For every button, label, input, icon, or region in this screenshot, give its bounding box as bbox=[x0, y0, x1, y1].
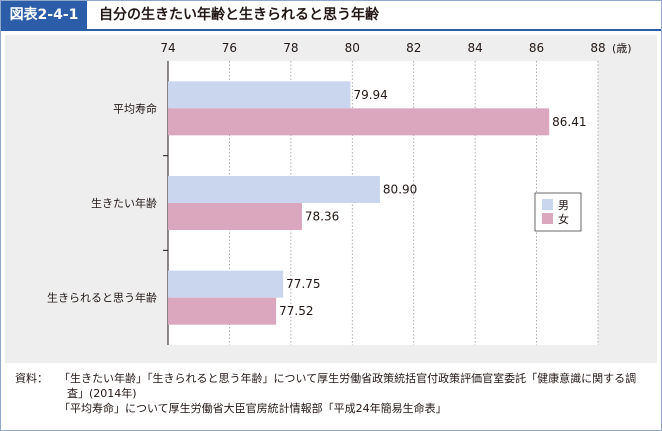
bar-female-2 bbox=[168, 297, 277, 325]
x-tick-label-82: 82 bbox=[406, 41, 421, 55]
legend-swatch-male bbox=[542, 199, 553, 210]
x-unit-label: (歳) bbox=[612, 42, 632, 55]
bar-male-1 bbox=[168, 176, 380, 203]
data-label-male-2: 77.75 bbox=[286, 277, 320, 291]
x-tick-label-78: 78 bbox=[283, 41, 298, 55]
x-tick-label-88: 88 bbox=[590, 41, 605, 55]
figure-title: 自分の生きたい年齢と生きられると思う年齢 bbox=[99, 7, 379, 23]
bar-female-1 bbox=[168, 203, 302, 230]
bar-male-2 bbox=[168, 270, 284, 298]
source-line-2: 査」(2014年) bbox=[67, 387, 137, 400]
bar-chart: 74 76 78 80 82 84 86 88 (歳) 平均寿命 79.94 86.41 生きたい年齢 8… bbox=[47, 41, 632, 345]
category-label-1: 生きたい年齢 bbox=[91, 196, 157, 210]
legend-label-female: 女 bbox=[558, 212, 569, 226]
legend-label-male: 男 bbox=[558, 199, 569, 212]
figure-label: 図表2-4-1 bbox=[1, 1, 87, 29]
x-tick-label-84: 84 bbox=[468, 41, 483, 55]
category-label-0: 平均寿命 bbox=[113, 101, 157, 115]
x-tick-label-74: 74 bbox=[160, 41, 175, 55]
data-label-female-0: 86.41 bbox=[552, 115, 586, 129]
x-tick-label-86: 86 bbox=[529, 41, 544, 55]
data-label-male-1: 80.90 bbox=[383, 183, 417, 197]
source-prefix: 資料： bbox=[15, 372, 48, 385]
x-tick-label-76: 76 bbox=[222, 41, 237, 55]
bar-male-0 bbox=[168, 81, 351, 109]
source-line-3: 「平均寿命」について厚生労働省大臣官房統計情報部「平成24年簡易生命表」 bbox=[59, 402, 447, 415]
data-label-male-0: 79.94 bbox=[353, 88, 387, 102]
data-label-female-1: 78.36 bbox=[305, 210, 339, 224]
data-label-female-2: 77.52 bbox=[279, 304, 313, 318]
category-label-2: 生きられると思う年齢 bbox=[47, 291, 157, 305]
bar-female-0 bbox=[168, 108, 550, 136]
title-bar: 図表2-4-1 自分の生きたい年齢と生きられると思う年齢 bbox=[1, 1, 661, 31]
legend-swatch-female bbox=[542, 213, 553, 224]
x-tick-label-80: 80 bbox=[345, 41, 360, 55]
source-line-1: 「生きたい年齢」「生きられると思う年齢」について厚生労働省政策統括官付政策評価官… bbox=[59, 372, 637, 385]
